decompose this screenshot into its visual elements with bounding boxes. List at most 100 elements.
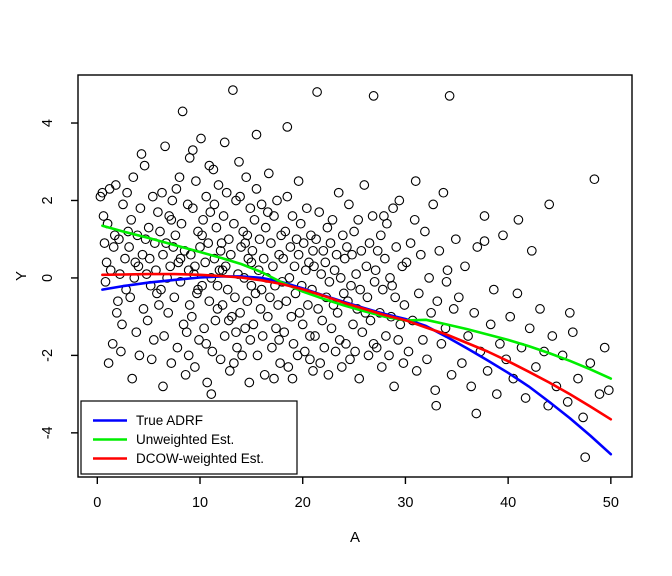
data-point: [166, 358, 177, 368]
data-point: [547, 331, 558, 341]
data-point: [369, 276, 380, 287]
data-point: [155, 226, 165, 237]
data-point: [252, 350, 263, 361]
data-point: [135, 203, 146, 214]
data-point: [201, 191, 212, 202]
data-point: [251, 129, 262, 140]
data-point: [225, 249, 236, 260]
data-point: [166, 214, 177, 225]
data-point: [211, 222, 222, 233]
data-point: [207, 346, 218, 357]
curve-dcow-weighted-est-: [101, 272, 613, 421]
data-point: [157, 187, 167, 198]
data-point: [176, 218, 187, 229]
data-point: [361, 261, 372, 272]
data-point: [293, 176, 304, 186]
data-point: [285, 242, 296, 252]
data-point: [384, 350, 394, 361]
data-point: [148, 335, 159, 345]
data-point: [356, 245, 367, 256]
data-point: [251, 184, 262, 194]
data-point: [197, 230, 207, 241]
data-point: [215, 354, 226, 365]
data-point: [230, 292, 240, 303]
y-axis-tick-label: 2: [40, 196, 56, 204]
data-point: [241, 172, 252, 183]
data-point: [122, 187, 132, 198]
legend-box: [80, 400, 298, 475]
data-point: [314, 207, 325, 217]
data-point: [172, 342, 183, 353]
data-point: [436, 338, 447, 349]
data-point: [355, 284, 366, 295]
data-point: [153, 207, 163, 217]
data-point: [143, 222, 154, 233]
data-point: [127, 373, 138, 384]
x-axis-tick-label: 20: [295, 495, 311, 511]
data-point: [201, 338, 212, 349]
data-point: [190, 261, 200, 272]
data-point: [205, 207, 216, 217]
data-point: [163, 307, 174, 318]
data-point: [192, 288, 202, 299]
data-point: [98, 211, 109, 221]
x-axis: 0 10 20 30 40 50: [93, 477, 619, 511]
data-point: [308, 366, 318, 376]
data-point: [196, 133, 206, 144]
x-axis-label: A: [350, 529, 360, 546]
data-point: [479, 236, 490, 246]
data-point: [526, 245, 537, 256]
data-point: [255, 304, 266, 314]
data-point: [351, 269, 361, 279]
data-point: [190, 362, 200, 372]
data-point: [262, 207, 273, 217]
data-point: [305, 354, 315, 365]
data-point: [258, 253, 269, 264]
data-point: [206, 389, 217, 399]
data-point: [101, 257, 112, 268]
data-point: [245, 203, 256, 214]
data-point: [216, 238, 227, 248]
data-point: [479, 211, 490, 221]
data-point: [109, 230, 120, 241]
data-point: [401, 257, 412, 268]
x-axis-tick-label: 50: [603, 495, 619, 511]
data-point: [388, 203, 398, 214]
data-point: [260, 222, 271, 233]
data-point: [198, 214, 208, 225]
data-point: [368, 91, 379, 101]
data-point: [117, 319, 127, 330]
data-point: [364, 238, 375, 248]
data-point: [237, 350, 247, 361]
data-point: [234, 156, 244, 167]
data-point: [263, 168, 274, 179]
data-point: [415, 249, 426, 260]
data-point: [322, 222, 333, 233]
data-point: [333, 187, 344, 198]
data-point: [289, 261, 300, 272]
data-point: [247, 245, 258, 256]
data-point: [294, 307, 305, 318]
data-point: [354, 373, 365, 384]
data-point: [491, 389, 502, 399]
data-point: [524, 323, 535, 334]
data-point: [118, 199, 128, 210]
data-point: [349, 226, 359, 237]
data-point: [213, 180, 224, 190]
data-point: [254, 234, 265, 245]
data-point: [131, 327, 142, 338]
data-point: [287, 373, 298, 384]
data-point: [498, 230, 508, 241]
data-point: [212, 280, 223, 291]
data-point: [564, 307, 575, 318]
data-point: [165, 261, 176, 272]
data-point: [551, 381, 562, 392]
data-point: [594, 389, 605, 399]
data-point: [438, 187, 449, 198]
data-point: [232, 342, 242, 353]
data-point: [410, 176, 421, 186]
data-point: [472, 242, 483, 252]
plot-box: [77, 74, 633, 478]
data-point: [316, 269, 327, 279]
